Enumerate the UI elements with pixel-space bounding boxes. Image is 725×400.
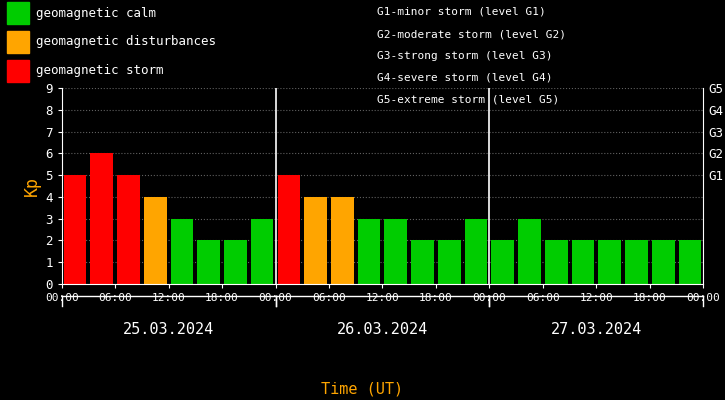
Bar — [465, 219, 487, 284]
Bar — [357, 219, 381, 284]
Bar — [117, 175, 140, 284]
Text: 25.03.2024: 25.03.2024 — [123, 322, 214, 337]
Text: 26.03.2024: 26.03.2024 — [337, 322, 428, 337]
Text: 27.03.2024: 27.03.2024 — [551, 322, 642, 337]
Bar — [144, 197, 167, 284]
Bar — [384, 219, 407, 284]
Bar — [224, 240, 247, 284]
Bar — [438, 240, 460, 284]
Y-axis label: Kp: Kp — [23, 176, 41, 196]
Text: G2-moderate storm (level G2): G2-moderate storm (level G2) — [377, 29, 566, 39]
Text: G5-extreme storm (level G5): G5-extreme storm (level G5) — [377, 95, 559, 105]
Text: geomagnetic storm: geomagnetic storm — [36, 64, 164, 77]
Bar — [571, 240, 594, 284]
Bar — [251, 219, 273, 284]
Bar — [492, 240, 514, 284]
Bar — [304, 197, 327, 284]
Text: G1-minor storm (level G1): G1-minor storm (level G1) — [377, 7, 546, 17]
Text: geomagnetic disturbances: geomagnetic disturbances — [36, 35, 216, 48]
Bar — [411, 240, 434, 284]
Bar — [679, 240, 701, 284]
Bar — [652, 240, 674, 284]
Bar — [197, 240, 220, 284]
Text: Time (UT): Time (UT) — [321, 381, 404, 396]
Bar — [278, 175, 300, 284]
Bar — [64, 175, 86, 284]
Text: G4-severe storm (level G4): G4-severe storm (level G4) — [377, 73, 552, 83]
Bar — [170, 219, 194, 284]
Bar — [545, 240, 568, 284]
Text: G3-strong storm (level G3): G3-strong storm (level G3) — [377, 51, 552, 61]
Bar — [598, 240, 621, 284]
Bar — [518, 219, 541, 284]
Bar — [625, 240, 647, 284]
Bar — [91, 153, 113, 284]
Bar — [331, 197, 354, 284]
Text: geomagnetic calm: geomagnetic calm — [36, 6, 157, 20]
